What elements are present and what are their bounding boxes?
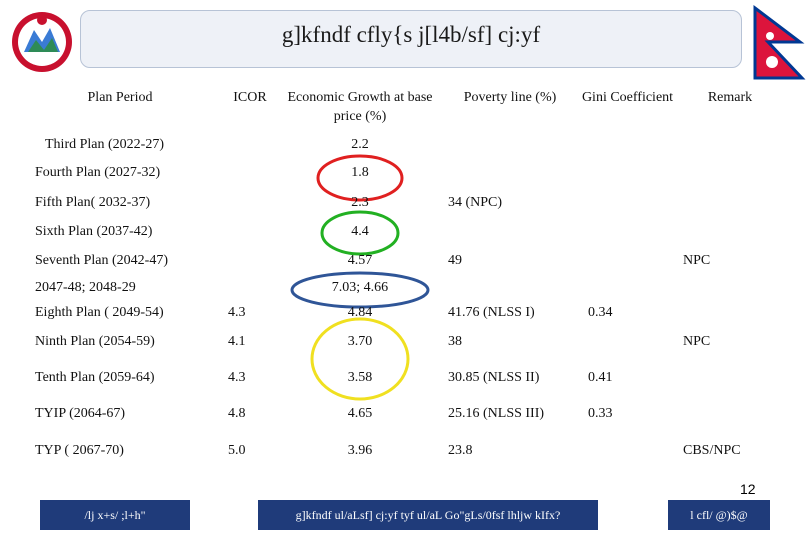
cell-period: Ninth Plan (2054-59) <box>35 334 155 349</box>
footer-center: g]kfndf ul/aLsf] cj:yf tyf ul/aL Go"gLs/… <box>258 500 598 530</box>
column-header: Gini Coefficient <box>581 90 674 105</box>
cell-gini: 0.34 <box>588 305 613 320</box>
cell-growth: 1.8 <box>351 165 369 180</box>
column-header: Poverty line (%) <box>463 90 557 105</box>
cell-remark: CBS/NPC <box>683 443 741 458</box>
cell-icor: 4.8 <box>228 406 246 421</box>
cell-icor: 5.0 <box>228 443 246 458</box>
cell-growth: 3.70 <box>347 334 373 349</box>
cell-icor: 4.3 <box>228 305 246 320</box>
page-number: 12 <box>740 481 756 497</box>
cell-icor: 4.1 <box>228 334 246 349</box>
cell-growth: 3.96 <box>347 443 373 458</box>
cell-growth: 3.58 <box>347 370 373 385</box>
cell-period: Fifth Plan( 2032-37) <box>35 195 151 210</box>
cell-poverty: 25.16 (NLSS III) <box>448 406 545 421</box>
cell-remark: NPC <box>683 253 711 268</box>
cell-period: TYP ( 2067-70) <box>35 443 124 458</box>
cell-period: Sixth Plan (2037-42) <box>35 224 153 239</box>
cell-poverty: 49 <box>448 253 462 268</box>
highlight-blue <box>290 271 430 309</box>
cell-growth: 4.84 <box>347 305 373 320</box>
title: g]kfndf cfly{s j[l4b/sf] cj:yf <box>281 22 541 47</box>
cell-period: Fourth Plan (2027-32) <box>35 165 161 180</box>
footer-right: l cfl/ @)$@ <box>668 500 770 530</box>
highlight-green <box>320 210 400 256</box>
emblem <box>12 12 72 72</box>
title-box <box>80 10 742 68</box>
column-header: Plan Period <box>87 90 153 105</box>
cell-period: Tenth Plan (2059-64) <box>35 370 155 385</box>
column-header: Economic Growth at base price (%) <box>287 90 433 124</box>
cell-growth: 4.4 <box>351 224 369 239</box>
cell-poverty: 34 (NPC) <box>448 195 503 210</box>
flag <box>753 4 806 80</box>
cell-period: 2047-48; 2048-29 <box>35 280 136 295</box>
cell-poverty: 38 <box>448 334 462 349</box>
cell-growth: 7.03; 4.66 <box>331 280 389 295</box>
column-header: Remark <box>707 90 753 105</box>
cell-gini: 0.41 <box>588 370 613 385</box>
cell-icor: 4.3 <box>228 370 246 385</box>
cell-remark: NPC <box>683 334 711 349</box>
cell-growth: 4.57 <box>347 253 373 268</box>
cell-period: Eighth Plan ( 2049-54) <box>35 305 164 320</box>
cell-growth: 2.2 <box>351 137 369 152</box>
cell-poverty: 23.8 <box>448 443 473 458</box>
column-header: ICOR <box>233 90 267 105</box>
highlight-yellow <box>310 317 410 401</box>
cell-period: TYIP (2064-67) <box>35 406 126 421</box>
footer-left: /lj x+s/ ;l+h" <box>40 500 190 530</box>
highlight-red <box>316 154 404 202</box>
cell-growth: 4.65 <box>347 406 373 421</box>
cell-gini: 0.33 <box>588 406 613 421</box>
cell-growth: 2.3 <box>351 195 369 210</box>
cell-poverty: 30.85 (NLSS II) <box>448 370 540 385</box>
cell-period: Third Plan (2022-27) <box>45 137 164 152</box>
cell-poverty: 41.76 (NLSS I) <box>448 305 535 320</box>
cell-period: Seventh Plan (2042-47) <box>35 253 168 268</box>
